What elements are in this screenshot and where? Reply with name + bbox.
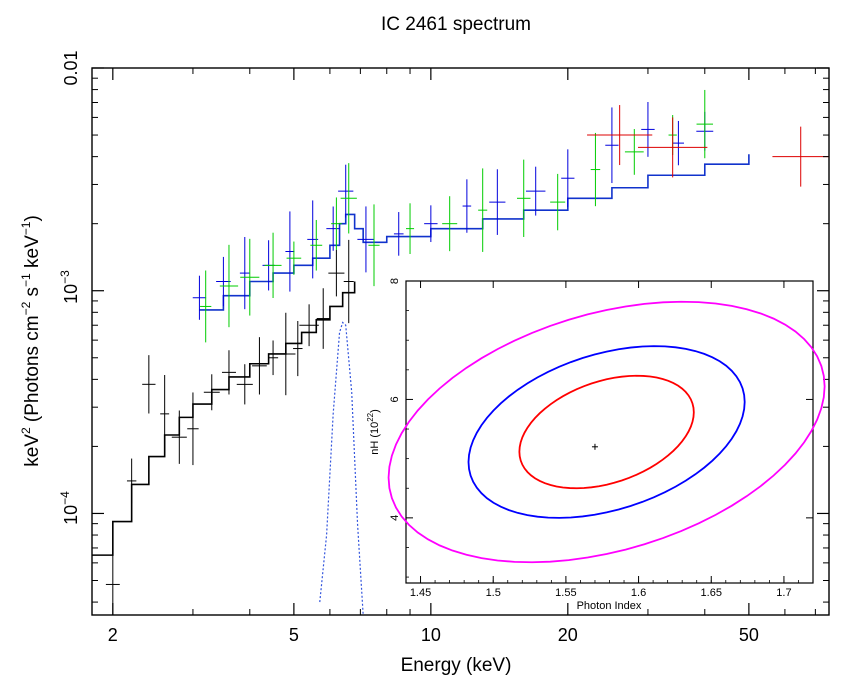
series-blue-data (192, 101, 714, 320)
main-plot-frame (91, 67, 830, 616)
data-point (424, 205, 438, 243)
series-combined-model (199, 154, 750, 311)
x-tick-label: 10 (421, 625, 441, 645)
data-point (268, 340, 279, 376)
y-tick-label-0.01: 0.01 (61, 50, 81, 85)
inset-ticks: 1.45 1.5 1.55 1.6 1.65 1.7 4 6 8 (389, 278, 813, 599)
data-point (316, 288, 330, 349)
data-point (516, 159, 531, 237)
data-point (192, 275, 207, 320)
x-tick-label: 50 (739, 625, 759, 645)
data-point (637, 117, 708, 178)
data-point (393, 212, 404, 256)
data-point (338, 164, 354, 218)
y-axis-label: keV2 (Photons cm−2 s−1 keV−1) (19, 215, 43, 467)
data-layer (105, 89, 830, 615)
data-point (587, 105, 653, 166)
data-point (489, 169, 506, 235)
inset-y-axis-label: nH (1022) (366, 409, 381, 455)
data-point (331, 197, 342, 250)
inset-x-tick-label: 1.7 (776, 587, 791, 599)
x-axis-label: Energy (keV) (401, 655, 512, 676)
data-point (326, 206, 340, 251)
data-point (550, 173, 566, 231)
inset-x-tick-label: 1.45 (410, 587, 431, 599)
data-point (286, 241, 302, 275)
inset-y-tick-label: 4 (389, 515, 401, 521)
data-point (405, 203, 415, 254)
data-point (293, 321, 303, 377)
data-point (200, 270, 212, 343)
data-point (216, 256, 231, 307)
data-point (252, 337, 267, 395)
inset-x-tick-label: 1.65 (701, 587, 722, 599)
y-tick-label-1e-4: 10−4 (58, 491, 81, 525)
data-point (340, 163, 357, 234)
inset-x-tick-label: 1.6 (631, 587, 646, 599)
inset-x-tick-label: 1.5 (486, 587, 501, 599)
data-point (672, 120, 684, 166)
data-point (343, 239, 354, 324)
data-point (160, 375, 170, 453)
chart-title: IC 2461 spectrum (381, 14, 531, 35)
best-fit-marker (591, 443, 598, 450)
x-tick-labels: 2 5 10 20 50 (108, 625, 759, 645)
data-point (310, 219, 323, 271)
x-tick-label: 2 (108, 625, 118, 645)
data-point (299, 304, 319, 347)
y-tick-label-1e-3: 10−3 (58, 270, 81, 304)
inset-frame (405, 280, 814, 584)
series-red-data (587, 105, 830, 187)
data-point (462, 179, 472, 233)
data-point (171, 410, 187, 464)
data-point (624, 129, 644, 175)
data-point (525, 166, 546, 216)
data-point (126, 458, 137, 504)
data-point (187, 392, 199, 466)
data-point (236, 364, 253, 405)
series-black-model (92, 281, 356, 556)
x-tick-label: 5 (289, 625, 299, 645)
data-point (561, 149, 575, 208)
contour-middle (467, 345, 746, 519)
inset-x-tick-label: 1.55 (555, 587, 576, 599)
data-point (239, 236, 250, 310)
inset-contour-plot: 1.45 1.5 1.55 1.6 1.65 1.7 4 6 8 Photon Index nH… (366, 278, 826, 612)
data-point (478, 168, 488, 252)
data-point (219, 244, 239, 328)
data-point (772, 126, 830, 187)
data-point (203, 374, 220, 411)
data-point (641, 101, 655, 157)
inset-y-tick-label: 8 (389, 278, 401, 284)
inset-contours (387, 300, 826, 564)
data-point (285, 211, 295, 292)
data-point (590, 132, 601, 207)
data-point (442, 196, 458, 252)
data-point (240, 238, 260, 316)
x-tick-label: 20 (558, 625, 578, 645)
inset-x-axis-label: Photon Index (577, 600, 642, 612)
contour-outer (387, 300, 826, 564)
data-point (264, 232, 282, 298)
data-point (328, 249, 345, 297)
main-ticks-layer (92, 67, 829, 615)
series-line-component (319, 321, 364, 616)
inset-y-tick-label: 6 (389, 396, 401, 402)
data-point (221, 350, 236, 395)
contour-inner (518, 374, 695, 490)
data-point (368, 204, 380, 287)
data-point (357, 206, 375, 273)
data-point (605, 107, 619, 184)
data-point (142, 355, 156, 414)
data-point (696, 89, 714, 159)
data-point (276, 312, 296, 396)
